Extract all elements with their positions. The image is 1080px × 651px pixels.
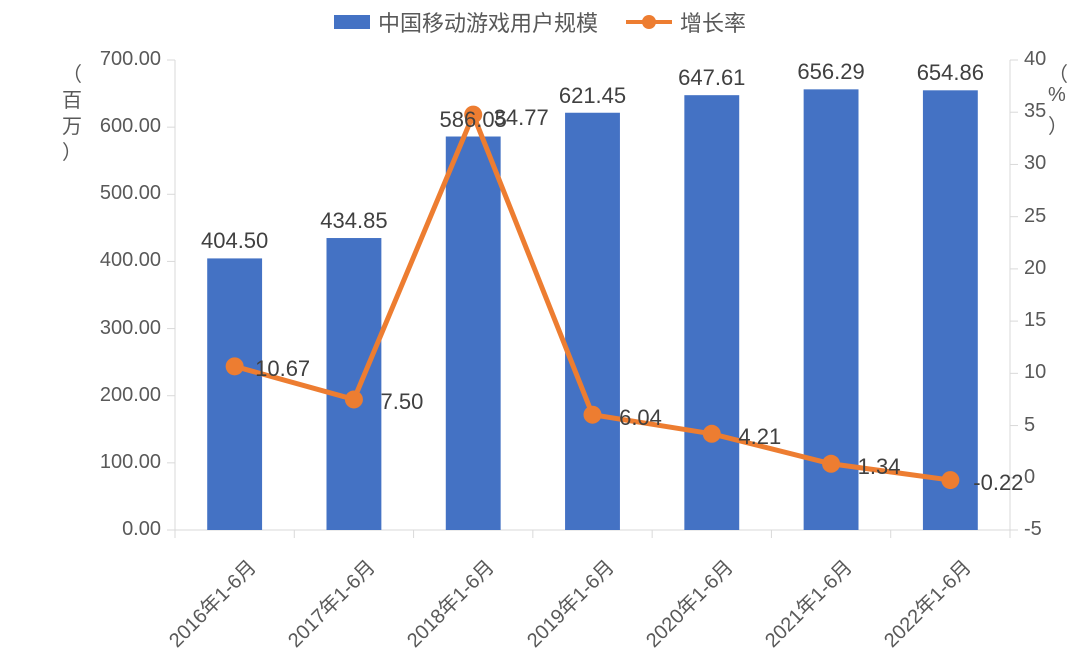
y-right-tick-label: 15 [1024, 309, 1046, 332]
line-data-label: 1.34 [858, 454, 901, 480]
y-right-tick-label: 20 [1024, 257, 1046, 280]
bar-data-label: 647.61 [678, 65, 745, 91]
bar-data-label: 621.45 [559, 83, 626, 109]
y-right-tick-label: 35 [1024, 100, 1046, 123]
y-left-unit-label: 万 [62, 110, 82, 139]
y-left-unit-label: （ [62, 58, 82, 87]
chart-plot [0, 0, 1080, 651]
line-data-label: -0.22 [973, 470, 1023, 496]
line-data-label: 10.67 [255, 356, 310, 382]
bar-data-label: 654.86 [917, 60, 984, 86]
y-left-tick-label: 400.00 [100, 249, 161, 272]
y-right-tick-label: 40 [1024, 48, 1046, 71]
y-right-unit-label: % [1048, 84, 1066, 107]
bar-data-label: 656.29 [797, 59, 864, 85]
line-data-label: 34.77 [494, 105, 549, 131]
y-right-tick-label: 0 [1024, 466, 1035, 489]
y-left-tick-label: 300.00 [100, 317, 161, 340]
y-right-unit-label: （ [1048, 58, 1068, 87]
line-data-label: 4.21 [738, 424, 781, 450]
y-left-tick-label: 0.00 [122, 518, 161, 541]
line-data-label: 7.50 [381, 389, 424, 415]
y-right-unit-label: ） [1048, 110, 1068, 139]
y-left-unit-label: 百 [62, 84, 82, 113]
bar-data-label: 404.50 [201, 228, 268, 254]
y-right-tick-label: 5 [1024, 414, 1035, 437]
y-right-tick-label: 30 [1024, 152, 1046, 175]
y-left-unit-label: ） [62, 136, 82, 165]
y-right-tick-label: -5 [1024, 518, 1042, 541]
bar-data-label: 434.85 [320, 208, 387, 234]
y-left-tick-label: 700.00 [100, 48, 161, 71]
y-left-tick-label: 500.00 [100, 182, 161, 205]
y-right-tick-label: 25 [1024, 205, 1046, 228]
combo-chart: 中国移动游戏用户规模增长率 0.00100.00200.00300.00400.… [0, 0, 1080, 651]
y-left-tick-label: 200.00 [100, 384, 161, 407]
y-left-tick-label: 600.00 [100, 115, 161, 138]
y-right-tick-label: 10 [1024, 361, 1046, 384]
line-data-label: 6.04 [619, 405, 662, 431]
y-left-tick-label: 100.00 [100, 451, 161, 474]
